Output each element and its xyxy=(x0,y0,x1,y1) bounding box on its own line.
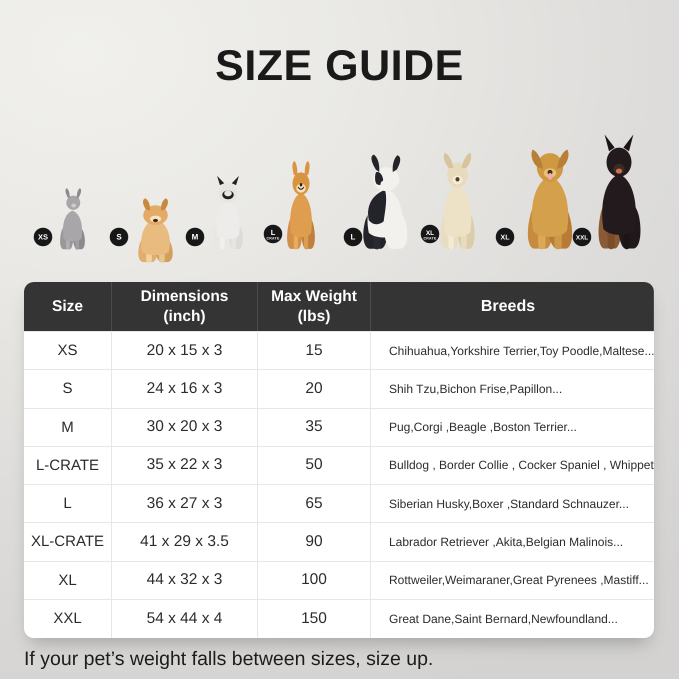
svg-text:XXL: XXL xyxy=(575,234,587,241)
svg-text:XS: XS xyxy=(38,233,48,242)
svg-text:XL: XL xyxy=(426,229,434,237)
svg-text:M: M xyxy=(192,233,199,242)
svg-text:XL: XL xyxy=(501,233,510,241)
svg-text:L: L xyxy=(350,233,355,242)
svg-text:L: L xyxy=(270,229,275,238)
svg-text:CRATE: CRATE xyxy=(266,237,279,241)
svg-text:S: S xyxy=(116,233,122,242)
svg-text:CRATE: CRATE xyxy=(423,237,436,241)
